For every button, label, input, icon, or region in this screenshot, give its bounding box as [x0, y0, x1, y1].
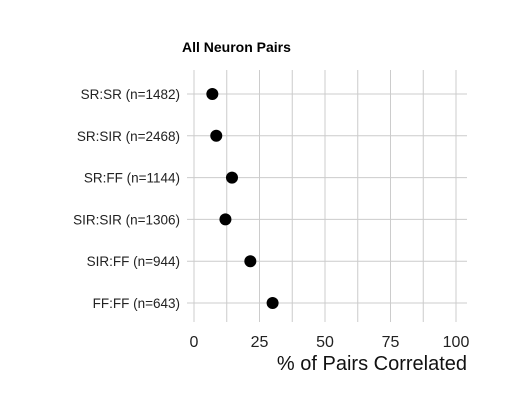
y-tick-label: SR:SIR (n=2468)	[77, 129, 180, 144]
x-axis-label: % of Pairs Correlated	[277, 353, 467, 375]
x-tick-label: 100	[443, 334, 470, 351]
data-point	[225, 171, 238, 184]
y-tick-label: SIR:FF (n=944)	[87, 254, 180, 269]
y-tick-label: SIR:SIR (n=1306)	[73, 212, 180, 227]
data-point	[244, 255, 257, 268]
grid-lines	[187, 70, 467, 322]
data-point	[210, 129, 223, 142]
x-tick-label: 0	[190, 334, 199, 351]
y-tick-labels: SR:SR (n=1482) SR:SIR (n=2468) SR:FF (n=11…	[73, 87, 180, 311]
y-tick-label: FF:FF (n=643)	[93, 296, 180, 311]
x-tick-label: 25	[251, 334, 269, 351]
x-tick-label: 50	[316, 334, 334, 351]
y-tick-label: SR:SR (n=1482)	[81, 87, 180, 102]
data-point	[206, 88, 219, 100]
x-tick-labels: 0 25 50 75 100	[190, 334, 470, 351]
x-tick-label: 75	[382, 334, 400, 351]
data-point	[266, 297, 279, 309]
y-tick-label: SR:FF (n=1144)	[84, 171, 180, 186]
data-point	[219, 213, 232, 226]
data-points	[206, 88, 279, 309]
chart-title: All Neuron Pairs	[182, 39, 291, 55]
